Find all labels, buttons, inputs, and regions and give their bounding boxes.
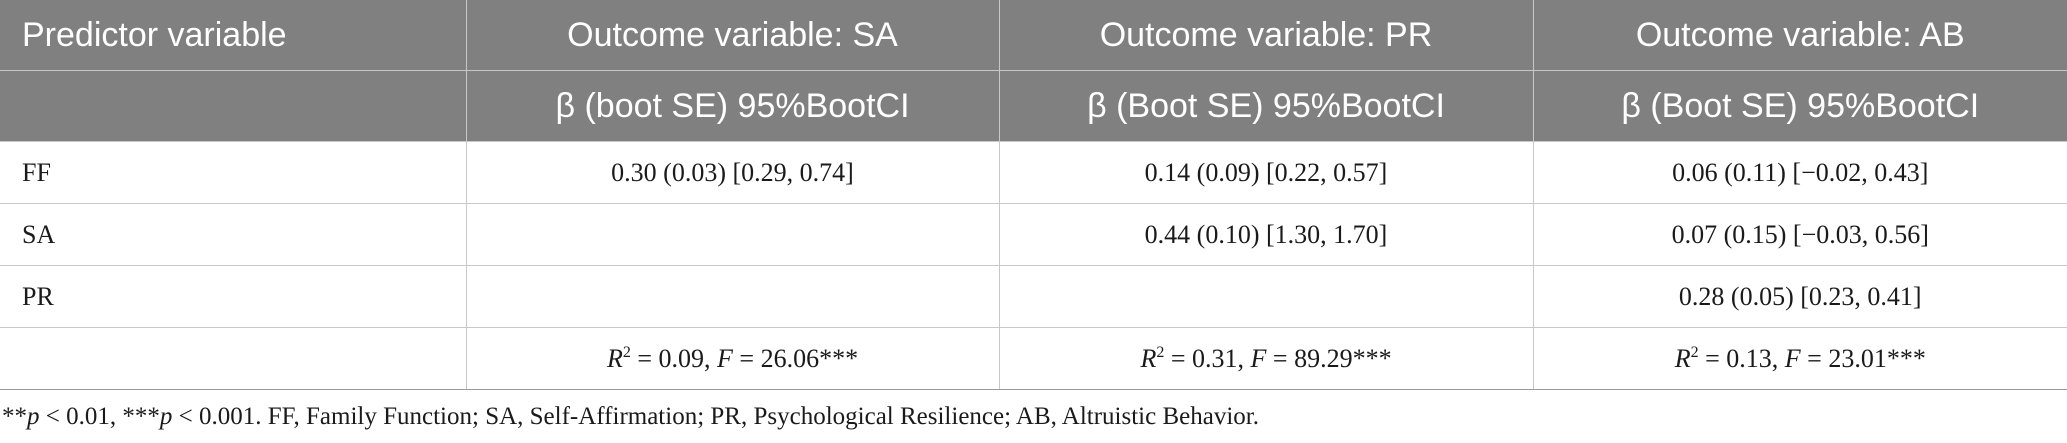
table-body: FF 0.30 (0.03) [0.29, 0.74] 0.14 (0.09) … [0,141,2067,390]
table-header: Predictor variable Outcome variable: SA … [0,0,2067,142]
model-fit-row: R2 = 0.09, F = 26.06*** R2 = 0.31, F = 8… [0,327,2067,390]
cell-pr-pr [999,265,1534,328]
header-outcome-ab: Outcome variable: AB [1533,0,2067,71]
table-row: SA 0.44 (0.10) [1.30, 1.70] 0.07 (0.15) … [0,203,2067,266]
cell-ff-sa: 0.30 (0.03) [0.29, 0.74] [466,141,1000,204]
cell-ff-ab: 0.06 (0.11) [−0.02, 0.43] [1533,141,2067,204]
r2-value-ab: 0.13 [1726,343,1772,373]
cell-sa-ab: 0.07 (0.15) [−0.03, 0.56] [1533,203,2067,266]
table-footnote: **p < 0.01, ***p < 0.001. FF, Family Fun… [2,403,1259,430]
header-empty-cell [0,70,467,142]
regression-table-container: Predictor variable Outcome variable: SA … [0,0,2067,390]
header-row-2: β (boot SE) 95%BootCI β (Boot SE) 95%Boo… [0,70,2067,142]
cell-pr-sa [466,265,1000,328]
footnote-p2-text: < 0.001. FF, Family Function; SA, Self-A… [172,403,1259,430]
footnote-p1-text: < 0.01, [39,403,123,430]
cell-pr-ab: 0.28 (0.05) [0.23, 0.41] [1533,265,2067,328]
header-outcome-sa: Outcome variable: SA [466,0,1000,71]
row-label-pr: PR [0,265,467,328]
cell-sa-pr: 0.44 (0.10) [1.30, 1.70] [999,203,1534,266]
footnote-p1-stars: ** [2,403,27,430]
header-beta-sa: β (boot SE) 95%BootCI [466,70,1000,142]
header-beta-pr: β (Boot SE) 95%BootCI [999,70,1534,142]
model-fit-label-empty [0,327,467,390]
table-row: PR 0.28 (0.05) [0.23, 0.41] [0,265,2067,328]
footnote-p2-stars: *** [122,403,160,430]
cell-sa-sa [466,203,1000,266]
row-label-sa: SA [0,203,467,266]
header-beta-ab: β (Boot SE) 95%BootCI [1533,70,2067,142]
r2-value-sa: 0.09 [658,343,705,373]
header-predictor-variable: Predictor variable [0,0,467,71]
model-fit-ab: R2 = 0.13, F = 23.01*** [1533,327,2067,390]
cell-ff-pr: 0.14 (0.09) [0.22, 0.57] [999,141,1534,204]
header-row-1: Predictor variable Outcome variable: SA … [0,0,2067,71]
model-fit-pr: R2 = 0.31, F = 89.29*** [999,327,1534,390]
regression-table: Predictor variable Outcome variable: SA … [0,0,2067,390]
header-outcome-pr: Outcome variable: PR [999,0,1534,71]
row-label-ff: FF [0,141,467,204]
r2-value-pr: 0.31 [1192,343,1238,373]
f-value-pr: 89.29*** [1294,343,1392,373]
f-value-ab: 23.01*** [1828,343,1926,373]
table-row: FF 0.30 (0.03) [0.29, 0.74] 0.14 (0.09) … [0,141,2067,204]
f-value-sa: 26.06*** [760,343,859,373]
model-fit-sa: R2 = 0.09, F = 26.06*** [466,327,1000,390]
